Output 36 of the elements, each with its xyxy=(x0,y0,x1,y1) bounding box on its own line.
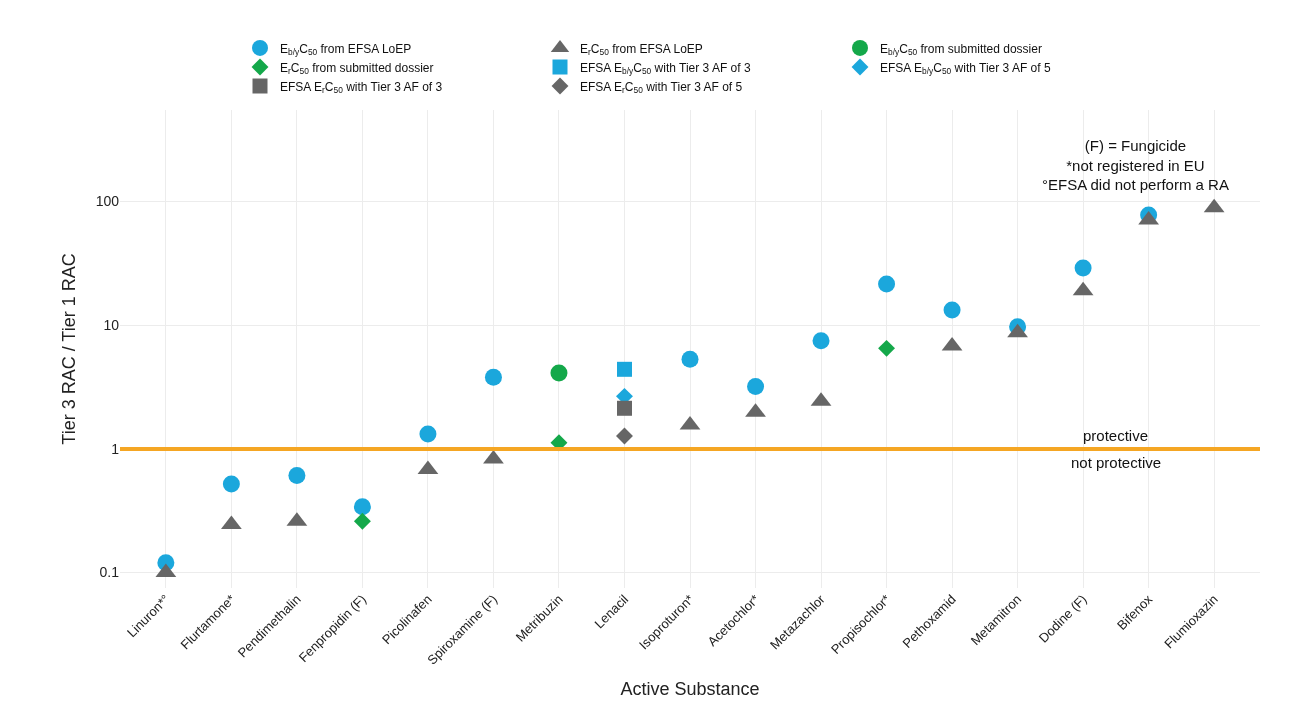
legend-label: E$_{r}$C$_{50}$ from EFSA LoEP xyxy=(580,41,703,58)
legend-label: EFSA E$_{r}$C$_{50}$ with Tier 3 AF of 5 xyxy=(580,79,743,96)
point xyxy=(550,364,568,382)
legend-label: E$_{r}$C$_{50}$ from submitted dossier xyxy=(280,60,434,77)
legend-label: EFSA E$_{b/y}$C$_{50}$ with Tier 3 AF of 5 xyxy=(880,60,1051,77)
point xyxy=(1074,259,1092,277)
annotation: (F) = Fungicide *not registered in EU °EFSA did not perform a RA xyxy=(1042,137,1229,193)
y-axis-title: Tier 3 RAC / Tier 1 RAC xyxy=(58,253,79,445)
point xyxy=(681,350,699,368)
legend-label: E$_{b/y}$C$_{50}$ from submitted dossier xyxy=(880,41,1042,58)
point xyxy=(878,275,896,293)
x-axis-title: Active Substance xyxy=(620,678,760,699)
legend-label: EFSA E$_{b/y}$C$_{50}$ with Tier 3 AF of 3 xyxy=(580,60,751,77)
annotation: not protective xyxy=(1071,454,1162,471)
point xyxy=(616,427,633,445)
point xyxy=(616,400,632,416)
y-tick-label: 1 xyxy=(111,440,120,457)
y-tick-label: 10 xyxy=(103,317,120,334)
point xyxy=(288,466,306,484)
legend-label: E$_{b/y}$C$_{50}$ from EFSA LoEP xyxy=(280,41,412,58)
annotation: protective xyxy=(1083,427,1149,444)
legend-label: EFSA E$_{r}$C$_{50}$ with Tier 3 AF of 3 xyxy=(280,79,443,96)
point xyxy=(222,475,240,493)
point xyxy=(878,339,895,357)
point xyxy=(353,512,371,530)
point xyxy=(483,449,504,464)
point xyxy=(616,361,632,377)
point xyxy=(943,301,961,319)
y-tick-label: 0.1 xyxy=(99,564,120,581)
point xyxy=(353,498,371,516)
point xyxy=(484,368,502,386)
point xyxy=(812,332,830,350)
point xyxy=(1007,323,1028,338)
y-tick-label: 100 xyxy=(95,193,120,210)
point xyxy=(747,377,765,395)
point xyxy=(419,425,437,443)
